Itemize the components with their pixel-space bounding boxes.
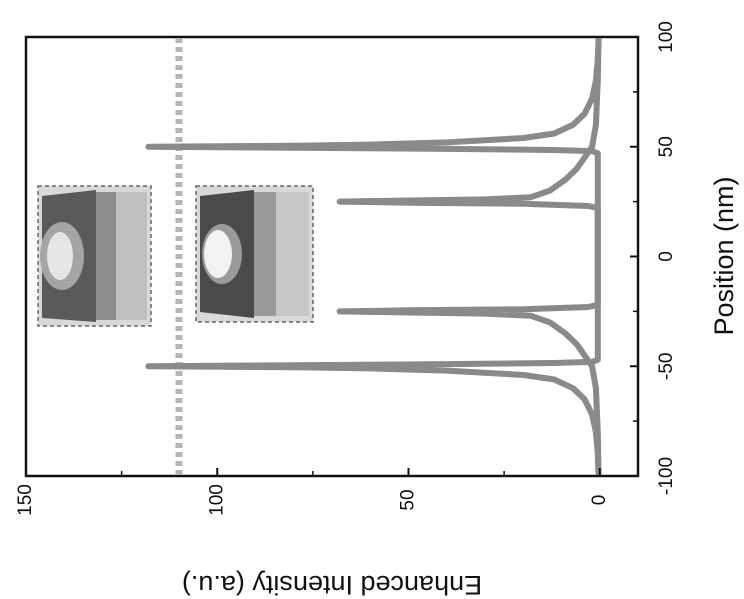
x-axis-title: Position (nm) [709, 176, 739, 335]
x-tick-label: 50 [656, 136, 677, 157]
field-map-inset-small-icon [195, 185, 314, 323]
y-axis-title: Enhanced Intensity (a.u.) [182, 570, 482, 599]
y-tick-label: 50 [398, 489, 419, 510]
y-tick-label: 100 [206, 484, 227, 516]
x-tick-label: 0 [656, 251, 677, 262]
x-tick-label: -100 [656, 457, 677, 495]
field-map-inset-large-icon [37, 185, 152, 327]
series-line-2 [336, 38, 602, 475]
x-tick-label: 100 [656, 21, 677, 53]
y-tick-label: 0 [589, 495, 610, 506]
x-tick-label: -50 [656, 353, 677, 380]
field-map-insets [37, 185, 314, 327]
y-tick-label: 150 [15, 484, 36, 516]
